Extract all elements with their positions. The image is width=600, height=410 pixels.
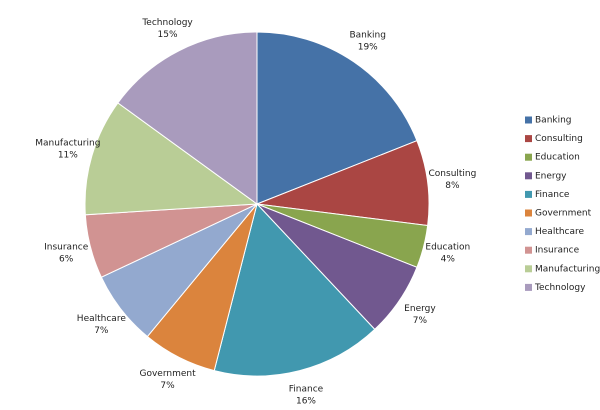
pie-slice <box>256 31 418 205</box>
legend-swatch <box>525 283 532 291</box>
legend-swatch <box>525 153 532 161</box>
slice-value: 4% <box>441 254 456 264</box>
pie-slice <box>213 202 376 377</box>
legend-swatch <box>525 190 532 198</box>
slice-label: Energy <box>404 304 436 314</box>
legend-label: Consulting <box>535 134 583 144</box>
slice-value: 11% <box>58 151 78 161</box>
legend-swatch <box>525 228 532 236</box>
slice-value: 7% <box>94 326 109 336</box>
slice-value: 15% <box>158 30 178 40</box>
legend-swatch <box>525 116 532 124</box>
slice-value: 19% <box>358 43 378 53</box>
slice-label: Finance <box>289 384 324 394</box>
legend-swatch <box>525 172 532 180</box>
slice-value: 6% <box>59 254 74 264</box>
slice-label: Banking <box>349 31 386 41</box>
slice-value: 7% <box>413 316 428 326</box>
legend-label: Finance <box>535 190 570 200</box>
slice-value: 16% <box>296 396 316 406</box>
legend-swatch <box>525 246 532 254</box>
slice-label: Insurance <box>44 242 89 252</box>
legend-swatch <box>525 209 532 217</box>
slice-value: 7% <box>160 381 175 391</box>
legend-label: Education <box>535 153 580 163</box>
slice-label: Government <box>139 369 196 379</box>
slice-label: Consulting <box>429 169 477 179</box>
legend-label: Manufacturing <box>535 264 600 274</box>
slice-label: Manufacturing <box>35 139 100 149</box>
slice-label: Healthcare <box>77 314 127 324</box>
slice-value: 8% <box>445 181 460 191</box>
pie-slice <box>117 31 258 205</box>
legend-label: Government <box>535 209 592 219</box>
slice-label: Technology <box>141 18 193 28</box>
legend-swatch <box>525 265 532 273</box>
legend-label: Insurance <box>535 246 580 256</box>
slice-label: Education <box>425 242 470 252</box>
legend-label: Healthcare <box>535 227 585 237</box>
legend-swatch <box>525 135 532 143</box>
legend-label: Banking <box>535 116 572 126</box>
legend-label: Energy <box>535 171 567 181</box>
legend-label: Technology <box>534 283 586 293</box>
pie-slice <box>84 102 259 216</box>
